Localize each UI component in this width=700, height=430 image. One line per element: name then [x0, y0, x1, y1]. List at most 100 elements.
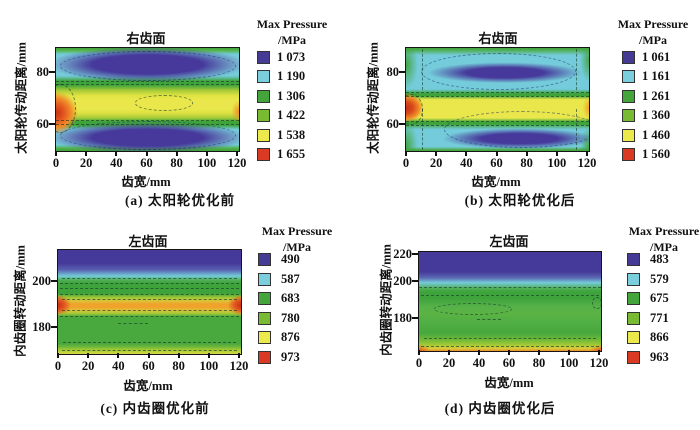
- legend-swatch: [257, 90, 270, 103]
- x-axis-label: 齿宽/mm: [471, 175, 521, 189]
- x-axis-label: 齿宽/mm: [123, 379, 173, 393]
- legend-value: 1 306: [277, 89, 306, 103]
- tick-mark: [412, 280, 418, 282]
- y-tick-label: 200: [393, 274, 412, 288]
- contour-line: [424, 338, 596, 340]
- x-tick-label: 100: [559, 356, 579, 370]
- legend-swatch: [622, 70, 635, 83]
- tick-mark: [508, 350, 510, 355]
- x-tick-labels: 0 20 40 60 80 100 120: [416, 356, 609, 370]
- contour-line: [420, 346, 600, 348]
- contour-line: [56, 123, 239, 125]
- contour-line: [61, 298, 238, 300]
- x-tick-label: 80: [170, 156, 183, 170]
- contour-line: [576, 49, 578, 91]
- legend-title-units: /MPa: [639, 33, 667, 47]
- legend-swatch: [627, 331, 640, 344]
- tick-mark: [177, 353, 180, 358]
- x-tick-label: 80: [520, 156, 533, 170]
- heatmap-plot-a: [55, 47, 240, 152]
- x-tick-label: 60: [140, 156, 153, 170]
- contour-line: [420, 294, 600, 296]
- legend-value: 1 261: [642, 89, 671, 103]
- legend-value: 973: [281, 350, 300, 364]
- tick-mark: [175, 151, 178, 156]
- contour-line: [56, 84, 239, 86]
- x-tick-marks: [418, 350, 600, 364]
- tick-mark: [238, 353, 240, 358]
- legend-value: 490: [281, 252, 300, 266]
- legend-title-units: /MPa: [278, 33, 306, 47]
- legend-swatch: [627, 292, 640, 305]
- x-tick-label: 20: [79, 156, 93, 170]
- contour-line: [118, 322, 148, 324]
- x-tick-label: 100: [547, 156, 567, 170]
- tick-mark: [207, 353, 210, 358]
- legend-value: 1 360: [642, 108, 671, 122]
- x-axis-label: 齿宽/mm: [484, 376, 534, 390]
- panel-caption: (b) 太阳轮优化后: [464, 193, 576, 208]
- tick-mark: [87, 353, 90, 358]
- legend-swatch: [627, 312, 640, 325]
- legend-title: Max Pressure: [628, 224, 700, 238]
- tick-mark: [405, 151, 407, 156]
- legend-swatch: [258, 351, 271, 364]
- heatmap-plot-b: [405, 47, 590, 152]
- x-tick-label: 40: [472, 356, 486, 370]
- tick-mark: [399, 123, 405, 125]
- y-tick-label: 80: [386, 65, 400, 79]
- legend-swatch: [258, 253, 271, 266]
- contour-line: [59, 283, 240, 285]
- legend-swatch: [622, 51, 635, 64]
- contour-line: [59, 315, 240, 317]
- contour-line: [134, 95, 194, 111]
- contour-line: [61, 278, 238, 280]
- x-tick-marks: [57, 353, 240, 367]
- contour-line: [477, 319, 501, 321]
- tick-mark: [538, 350, 540, 355]
- legend-value: 683: [281, 291, 300, 305]
- legend-value: 1 422: [277, 108, 306, 122]
- contour-line: [422, 108, 424, 150]
- legend-swatch: [622, 148, 635, 161]
- tick-mark: [55, 151, 57, 156]
- x-tick-label: 40: [112, 359, 125, 373]
- legend-value: 780: [281, 311, 300, 325]
- tick-mark: [412, 317, 418, 319]
- tick-mark: [51, 326, 57, 328]
- legend-value: 866: [650, 330, 669, 344]
- y-tick-label: 220: [393, 247, 412, 261]
- tick-mark: [57, 353, 59, 358]
- tick-mark: [495, 151, 498, 156]
- plot-title: 左齿面: [489, 234, 529, 249]
- legend-value: 675: [650, 291, 669, 305]
- tick-mark: [586, 151, 588, 156]
- contour-line: [420, 53, 577, 91]
- x-tick-label: 60: [490, 156, 503, 170]
- x-tick-labels: 0 20 40 60 80 100 120: [402, 156, 597, 170]
- x-tick-label: 0: [402, 156, 410, 170]
- y-tick-label: 60: [386, 117, 400, 131]
- contour-line: [422, 49, 424, 91]
- legend-value: 963: [650, 350, 669, 364]
- legend-swatch: [622, 129, 635, 142]
- legend-swatch: [258, 292, 271, 305]
- tick-mark: [145, 151, 148, 156]
- legend-value: 587: [281, 272, 300, 286]
- x-tick-labels: 0 20 40 60 80 100 120: [53, 156, 247, 170]
- legend-swatch: [627, 273, 640, 286]
- legend-title: Max Pressure: [617, 17, 689, 31]
- panel-caption: (c) 内齿圈优化前: [100, 401, 210, 416]
- x-axis-label: 齿宽/mm: [121, 175, 171, 189]
- tick-mark: [435, 151, 438, 156]
- plot-title: 右齿面: [478, 31, 518, 46]
- legend-title: Max Pressure: [256, 17, 328, 31]
- legend-swatch: [257, 129, 270, 142]
- legend-title: Max Pressure: [261, 224, 333, 238]
- legend-value: 579: [650, 272, 669, 286]
- y-tick-label: 80: [36, 65, 50, 79]
- contour-line: [406, 92, 589, 94]
- y-tick-label: 180: [393, 311, 412, 325]
- contour-line: [591, 296, 601, 310]
